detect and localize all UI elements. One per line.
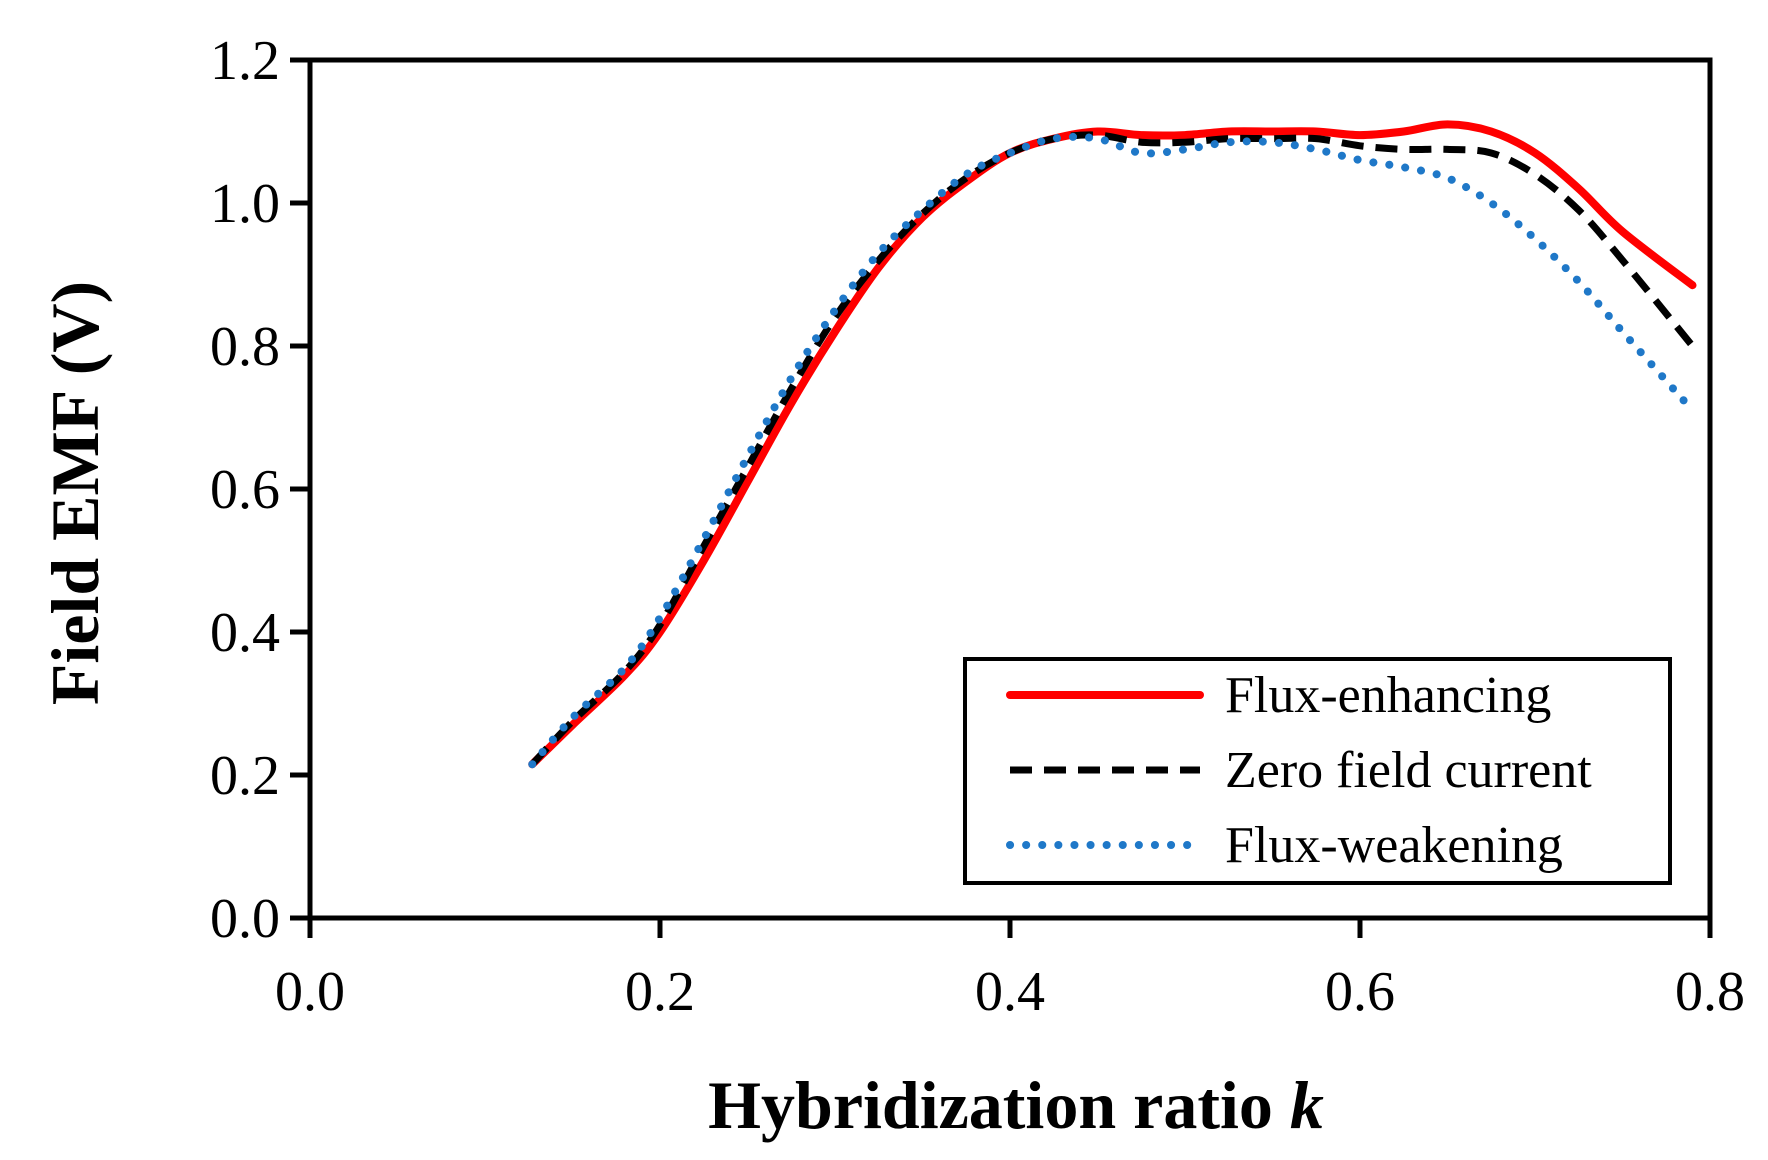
legend-label: Zero field current [1225, 742, 1592, 799]
series-line-flux-weakening [528, 132, 1697, 769]
y-tick-label: 0.4 [210, 602, 280, 664]
x-tick-label: 0.0 [275, 961, 345, 1023]
y-axis-title: Field EMF (V) [37, 281, 113, 705]
x-tick-label: 0.2 [625, 961, 695, 1023]
legend-label: Flux-enhancing [1225, 667, 1551, 724]
y-tick-label: 1.0 [210, 173, 280, 235]
series-layer [528, 120, 1697, 769]
axis-layer: 0.0 0.2 0.4 0.6 0.8 1.0 1.2 0.0 0.2 0.4 0.6 0.8 [210, 30, 1745, 1023]
y-tick-label: 0.6 [210, 459, 280, 521]
y-tick-label: 0.0 [210, 888, 280, 950]
y-tick-label: 0.8 [210, 316, 280, 378]
y-tick-label: 1.2 [210, 30, 280, 92]
y-tick-label: 0.2 [210, 745, 280, 807]
legend: Flux-enhancing Zero field current Flux-wea… [963, 657, 1672, 885]
x-tick-label: 0.6 [1325, 961, 1395, 1023]
x-tick-label: 0.4 [975, 961, 1045, 1023]
x-tick-label: 0.8 [1675, 961, 1745, 1023]
x-axis-title: Hybridization ratio k [708, 1067, 1324, 1143]
legend-label: Flux-weakening [1225, 817, 1563, 874]
